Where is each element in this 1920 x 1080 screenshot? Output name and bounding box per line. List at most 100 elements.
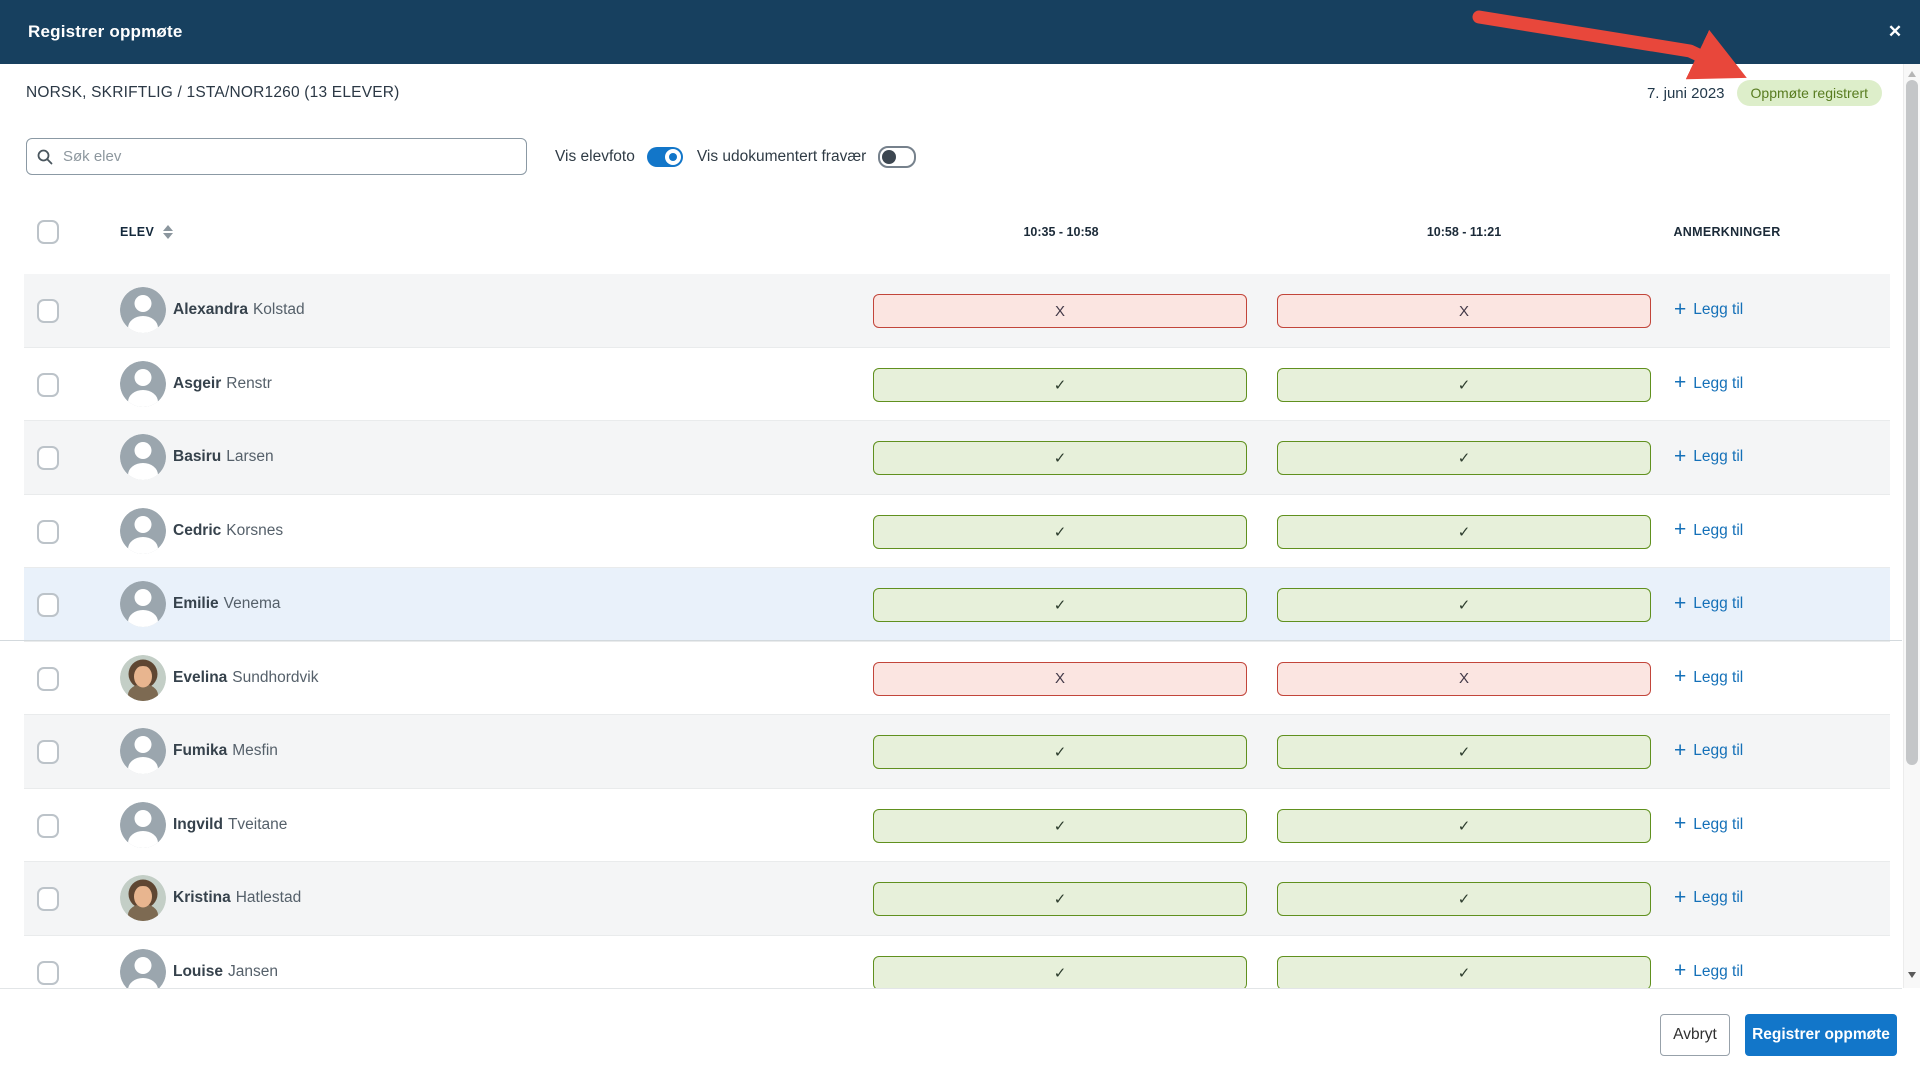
absence-toggle[interactable] <box>878 145 917 168</box>
scroll-up-icon[interactable] <box>1908 71 1916 77</box>
student-first-name: Fumika <box>173 742 228 760</box>
sub-header: NORSK, SKRIFTLIG / 1STA/NOR1260 (13 ELEV… <box>26 78 1882 108</box>
attendance-button-session2[interactable]: ✓ <box>1277 882 1651 916</box>
scrollbar[interactable] <box>1903 64 1920 988</box>
scrollbar-thumb[interactable] <box>1906 80 1918 765</box>
row-checkbox[interactable] <box>37 813 59 838</box>
section-divider <box>0 640 1902 641</box>
register-attendance-button[interactable]: Registrer oppmøte <box>1745 1014 1897 1056</box>
add-remark-link[interactable]: + Legg til <box>1674 421 1743 494</box>
student-photo-avatar <box>120 875 166 921</box>
cancel-button[interactable]: Avbryt <box>1660 1014 1730 1056</box>
photo-toggle[interactable] <box>646 146 683 167</box>
attendance-button-session1[interactable]: ✓ <box>873 808 1247 843</box>
column-session1: 10:35 - 10:58 <box>1023 225 1099 239</box>
student-first-name: Ingvild <box>173 815 223 833</box>
attendance-button-session2[interactable]: ✓ <box>1277 808 1651 843</box>
row-checkbox[interactable] <box>37 372 59 397</box>
student-row: Kristina Hatlestad ✓ ✓ + Legg til <box>24 862 1890 936</box>
close-icon[interactable]: ✕ <box>1872 0 1918 64</box>
student-row: Fumika Mesfin ✓ ✓ + Legg til <box>24 715 1890 789</box>
search-box[interactable] <box>26 138 527 175</box>
student-name: Cedric Korsnes <box>173 495 283 568</box>
attendance-button-session2[interactable]: X <box>1277 661 1651 696</box>
row-checkbox[interactable] <box>37 887 59 911</box>
search-input[interactable] <box>61 147 516 166</box>
student-name: Kristina Hatlestad <box>173 862 301 935</box>
add-remark-link[interactable]: + Legg til <box>1674 715 1743 788</box>
add-remark-link[interactable]: + Legg til <box>1674 642 1743 715</box>
attendance-button-session2[interactable]: ✓ <box>1277 955 1651 988</box>
student-last-name: Sundhordvik <box>232 668 319 686</box>
attendance-button-session1[interactable]: ✓ <box>873 588 1247 622</box>
student-name: Alexandra Kolstad <box>173 274 305 347</box>
toggle-absence-label: Vis udokumentert fravær <box>696 147 867 165</box>
student-last-name: Larsen <box>226 448 274 466</box>
attendance-button-session2[interactable]: ✓ <box>1277 514 1651 549</box>
add-remark-label: Legg til <box>1693 301 1744 319</box>
add-remark-link[interactable]: + Legg til <box>1674 862 1743 935</box>
attendance-button-session1[interactable]: ✓ <box>873 441 1247 475</box>
student-first-name: Basiru <box>173 448 222 466</box>
sort-icon[interactable] <box>163 212 173 252</box>
row-checkbox[interactable] <box>37 299 59 323</box>
row-checkbox[interactable] <box>37 519 59 544</box>
add-remark-link[interactable]: + Legg til <box>1674 495 1743 568</box>
add-remark-label: Legg til <box>1693 374 1744 392</box>
attendance-button-session2[interactable]: X <box>1277 294 1651 328</box>
row-checkbox[interactable] <box>37 666 59 691</box>
attendance-button-session1[interactable]: ✓ <box>873 514 1247 549</box>
attendance-button-session1[interactable]: ✓ <box>873 955 1247 988</box>
row-checkbox[interactable] <box>37 593 59 617</box>
attendance-button-session2[interactable]: ✓ <box>1277 367 1651 402</box>
add-remark-label: Legg til <box>1693 889 1744 907</box>
attendance-button-session1[interactable]: ✓ <box>873 367 1247 402</box>
attendance-button-session2[interactable]: ✓ <box>1277 735 1651 769</box>
student-row: Alexandra Kolstad X X + Legg til <box>24 274 1890 348</box>
plus-icon: + <box>1674 885 1687 909</box>
student-row: Emilie Venema ✓ ✓ + Legg til <box>24 568 1890 642</box>
course-title: NORSK, SKRIFTLIG / 1STA/NOR1260 (13 ELEV… <box>26 84 400 101</box>
row-checkbox[interactable] <box>37 446 59 470</box>
student-placeholder-avatar <box>120 360 166 407</box>
toggle-photo-label: Vis elevfoto <box>555 147 635 165</box>
student-first-name: Emilie <box>173 595 219 613</box>
student-first-name: Evelina <box>173 668 228 686</box>
row-checkbox[interactable] <box>37 960 59 985</box>
add-remark-link[interactable]: + Legg til <box>1674 936 1743 989</box>
add-remark-label: Legg til <box>1693 448 1744 466</box>
student-last-name: Mesfin <box>232 742 278 760</box>
plus-icon: + <box>1674 665 1687 689</box>
student-placeholder-avatar <box>120 287 166 333</box>
add-remark-link[interactable]: + Legg til <box>1674 348 1743 421</box>
attendance-button-session2[interactable]: ✓ <box>1277 441 1651 475</box>
attendance-button-session1[interactable]: X <box>873 661 1247 696</box>
add-remark-link[interactable]: + Legg til <box>1674 789 1743 862</box>
plus-icon: + <box>1674 738 1687 762</box>
modal-title: Registrer oppmøte <box>28 22 183 41</box>
student-photo-avatar <box>120 654 166 701</box>
attendance-button-session1[interactable]: ✓ <box>873 735 1247 769</box>
student-name: Basiru Larsen <box>173 421 274 494</box>
attendance-button-session2[interactable]: ✓ <box>1277 588 1651 622</box>
student-row: Basiru Larsen ✓ ✓ + Legg til <box>24 421 1890 495</box>
scroll-down-icon[interactable] <box>1908 972 1916 978</box>
add-remark-label: Legg til <box>1693 815 1744 833</box>
student-placeholder-avatar <box>120 434 166 480</box>
student-first-name: Alexandra <box>173 301 248 319</box>
add-remark-label: Legg til <box>1693 742 1744 760</box>
add-remark-link[interactable]: + Legg til <box>1674 274 1743 347</box>
student-placeholder-avatar <box>120 801 166 848</box>
row-checkbox[interactable] <box>37 740 59 764</box>
student-placeholder-avatar <box>120 728 166 774</box>
select-all-checkbox[interactable] <box>37 220 59 244</box>
student-row: Ingvild Tveitane ✓ ✓ + Legg til <box>24 788 1890 862</box>
student-last-name: Tveitane <box>227 815 288 833</box>
attendance-button-session1[interactable]: ✓ <box>873 882 1247 916</box>
student-name: Asgeir Renstr <box>173 348 272 421</box>
student-last-name: Renstr <box>226 374 272 392</box>
status-badge: Oppmøte registrert <box>1736 80 1882 106</box>
student-first-name: Louise <box>173 962 223 980</box>
add-remark-link[interactable]: + Legg til <box>1674 568 1743 641</box>
attendance-button-session1[interactable]: X <box>873 294 1247 328</box>
